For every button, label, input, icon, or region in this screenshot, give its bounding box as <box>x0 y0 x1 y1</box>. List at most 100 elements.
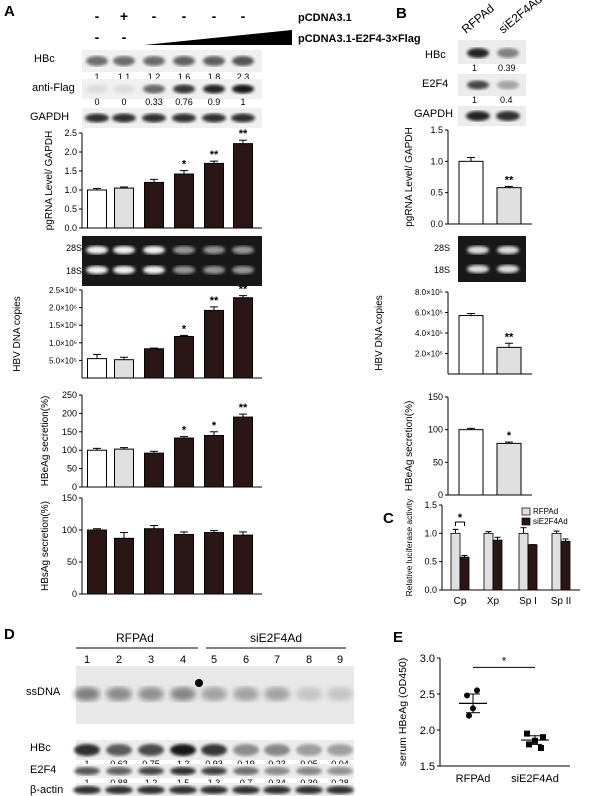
a-sign-row1-2: - <box>152 8 157 24</box>
panel-a-letter: A <box>4 3 15 20</box>
d-actin-band-5 <box>200 786 228 794</box>
d-ssdna-band-9 <box>327 687 353 701</box>
bar-RFPAd-3 <box>518 532 529 591</box>
b-gel-18s-band-2 <box>497 265 519 273</box>
b-hbc-label: HBc <box>425 49 446 61</box>
bar-5 <box>204 434 224 488</box>
b-gel-28s-band-1 <box>467 246 489 254</box>
bar-2 <box>114 448 134 488</box>
d-ssdna-band-1 <box>74 687 100 701</box>
a-gapdh-label: GAPDH <box>30 111 69 123</box>
d-hbc-band-2 <box>106 744 132 756</box>
y-tick-label: 100 <box>62 525 77 535</box>
y-tick-label: 50 <box>433 457 443 467</box>
a-sign-row1-5: - <box>241 8 246 24</box>
legend-label-2: siE2F4Ad <box>533 517 568 526</box>
bar-1 <box>458 160 484 225</box>
point-rfpad-2 <box>464 692 470 699</box>
y-tick-label: 200 <box>62 408 77 418</box>
a-flag-val-5: 0.9 <box>208 97 221 107</box>
y-tick-label: 2.5 <box>64 128 77 138</box>
bar-siE2F4Ad-2 <box>492 539 503 591</box>
d-e2f4-band-9 <box>327 767 353 775</box>
sig-mark-4: * <box>182 323 187 335</box>
d-hbc-band-9 <box>327 744 353 756</box>
point-sie2f4ad-2 <box>540 734 546 741</box>
a-flag-label: anti-Flag <box>32 82 75 94</box>
y-tick-label: 1.0 <box>430 156 443 166</box>
d-lane-4: 4 <box>180 654 186 666</box>
d-ssdna-band-8 <box>296 687 322 701</box>
d-hbc-band-5 <box>201 744 227 756</box>
d-hbc-band-3 <box>138 744 164 756</box>
b-hbc-band-1 <box>467 48 489 58</box>
a-flag-val-6: 1 <box>240 97 245 107</box>
panel-a-treatment-signs: - + - - - - - - <box>95 8 246 45</box>
y-tick-label: 1.0×10⁶ <box>49 339 77 348</box>
bar-1 <box>87 189 107 229</box>
a-flag-band-6 <box>232 84 254 94</box>
sig-mark-6: ** <box>239 128 248 140</box>
legend-swatch-1 <box>521 507 531 516</box>
y-tick-label: 2.0 <box>420 725 435 737</box>
a-flag-band-3 <box>143 84 165 94</box>
a-gapdh-band-4 <box>172 113 196 123</box>
x-tick-label-2: Xp <box>487 596 500 607</box>
d-lane-9: 9 <box>337 654 343 666</box>
y-tick-label: 2.5×10⁶ <box>49 286 77 295</box>
d-ssdna-band-3 <box>138 687 164 701</box>
bar-3 <box>144 181 164 229</box>
d-hbc-band-4 <box>170 744 196 756</box>
point-sie2f4ad-5 <box>538 745 544 751</box>
sig-mark-6: ** <box>239 284 248 296</box>
a-sign-row1-0: - <box>95 8 100 24</box>
a-gel-18s-band-3 <box>143 266 165 274</box>
bar-2 <box>114 537 134 595</box>
a-flag-band-4 <box>173 84 195 94</box>
bar-siE2F4Ad-3 <box>527 544 538 591</box>
bar-5 <box>204 309 224 379</box>
y-axis-label: HBV DNA copies <box>12 296 23 372</box>
y-tick-label: 5.0×10⁵ <box>49 356 77 365</box>
y-tick-label: 6.0×10⁵ <box>415 309 443 318</box>
a-gel-28s-band-2 <box>113 246 135 254</box>
a-hbc-val-3: 1.2 <box>148 72 161 82</box>
d-lane-7: 7 <box>274 654 280 666</box>
a-flag-band-5 <box>203 84 225 94</box>
d-e2f4-label: E2F4 <box>30 764 56 776</box>
bar-1 <box>458 429 484 496</box>
d-hbc-band-6 <box>233 744 259 756</box>
y-axis-label: HBeAg secretion(%) <box>404 401 415 492</box>
a-gel-18s-band-2 <box>113 266 135 274</box>
d-actin-label: β-actin <box>30 784 63 796</box>
dose-wedge <box>144 30 292 45</box>
panel-b-letter: B <box>396 5 407 22</box>
y-tick-label: 2.5 <box>420 689 435 701</box>
d-ssdna-band-2 <box>106 687 132 701</box>
y-tick-label: 0 <box>72 589 77 599</box>
d-actin-band-9 <box>326 786 354 794</box>
a-gel-18s-band-6 <box>232 266 254 274</box>
y-tick-label: 150 <box>62 427 77 437</box>
bar-RFPAd-2 <box>483 532 494 591</box>
d-e2f4-band-2 <box>106 767 132 775</box>
a-hbc-val-2: 1.1 <box>118 72 131 82</box>
y-axis-label: Relative luciferase activity <box>404 498 414 597</box>
a-sign-row1-4: - <box>212 8 217 24</box>
a-hbc-band-4 <box>173 56 195 66</box>
d-ssdna-band-4 <box>170 687 196 701</box>
a-gapdh-band-1 <box>85 113 109 123</box>
y-tick-label: 0.0 <box>424 585 437 595</box>
d-hbc-band-8 <box>296 744 322 756</box>
b-gel-18s-band-1 <box>467 265 489 273</box>
y-tick-label: 0.5 <box>430 188 443 198</box>
y-tick-label: 0.5 <box>64 204 77 214</box>
a-flag-val-2: 0 <box>121 97 126 107</box>
bar-5 <box>204 532 224 595</box>
d-lane-5: 5 <box>211 654 217 666</box>
a-sign-row2-0: - <box>95 29 100 45</box>
b-lane-sie2f4ad: siE2F4Ad <box>496 0 545 36</box>
y-tick-label: 4.0×10⁵ <box>415 329 443 338</box>
